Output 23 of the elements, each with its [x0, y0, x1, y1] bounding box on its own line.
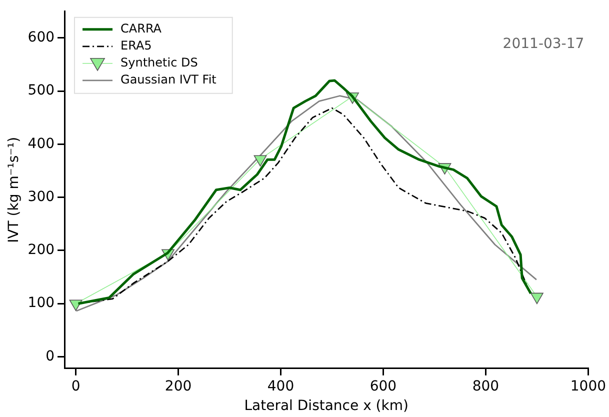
point	[69, 300, 82, 311]
y-tick-label: 0	[46, 348, 55, 364]
y-tick-label: 200	[28, 242, 55, 258]
x-tick-label: 400	[267, 378, 294, 394]
legend-label: ERA5	[120, 38, 152, 53]
y-tick-label: 500	[28, 82, 55, 99]
point	[254, 155, 267, 166]
x-tick-label: 0	[71, 378, 80, 394]
y-tick-label: 600	[28, 30, 55, 46]
legend-label: CARRA	[120, 22, 162, 36]
legend-label: Synthetic DS	[120, 56, 198, 70]
x-tick-label: 200	[164, 378, 192, 394]
x-tick-label: 1000	[570, 378, 606, 394]
x-tick-label: 600	[370, 378, 397, 394]
y-tick-label: 100	[28, 295, 55, 312]
legend-label: Gaussian IVT Fit	[120, 72, 217, 87]
y-tick-label: 400	[28, 136, 55, 152]
y-axis-title: IVT (kg m⁻¹s⁻¹)	[6, 136, 22, 243]
annotation: 2011-03-17	[502, 36, 584, 52]
y-tick-label: 300	[28, 188, 55, 205]
x-tick-label: 800	[472, 378, 500, 394]
point	[530, 292, 544, 304]
x-axis-title: Lateral Distance x (km)	[244, 398, 408, 414]
